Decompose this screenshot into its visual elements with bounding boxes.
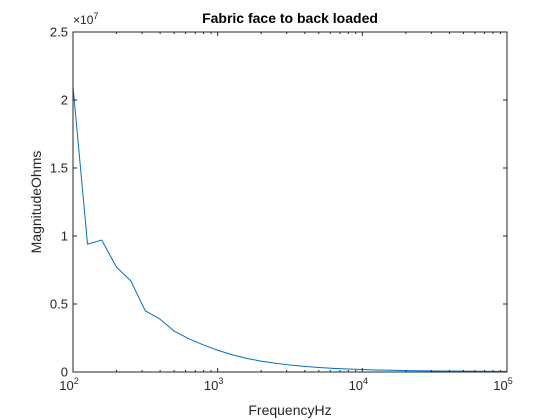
x-tick-label-base: 10 — [349, 378, 363, 393]
tick-layer — [72, 31, 508, 373]
y-axis-multiplier: ×107 — [73, 11, 98, 27]
x-axis-label: FrequencyHz — [248, 402, 331, 418]
x-tick-label-exponent: 5 — [508, 376, 513, 386]
x-tick-label-base: 10 — [59, 378, 73, 393]
x-tick-label-exponent: 4 — [363, 376, 368, 386]
y-tick-label: 0.5 — [50, 297, 68, 312]
x-tick-label-base: 10 — [204, 378, 218, 393]
x-tick-label-exponent: 3 — [218, 376, 223, 386]
y-tick-label: 1.5 — [50, 161, 68, 176]
plot-frame — [72, 31, 508, 373]
x-tick-label: 103 — [204, 376, 223, 393]
plot-area — [73, 32, 507, 372]
y-tick-label: 2.5 — [50, 25, 68, 40]
y-multiplier-base: 10 — [80, 13, 94, 27]
y-tick-label: 2 — [61, 93, 68, 108]
series-layer — [72, 86, 508, 372]
x-tick-label: 102 — [59, 376, 78, 393]
series-line — [72, 86, 508, 372]
y-multiplier-exponent: 7 — [93, 11, 98, 21]
x-tick-label-base: 10 — [493, 378, 507, 393]
x-tick-label-exponent: 2 — [74, 376, 79, 386]
x-tick-label: 105 — [493, 376, 512, 393]
chart-title: Fabric face to back loaded — [202, 10, 378, 26]
y-multiplier-prefix: × — [73, 13, 80, 27]
y-tick-label: 0 — [61, 365, 68, 380]
x-tick-label: 104 — [349, 376, 368, 393]
y-axis-label: MagnitudeOhms — [28, 151, 44, 254]
y-tick-label: 1 — [61, 229, 68, 244]
